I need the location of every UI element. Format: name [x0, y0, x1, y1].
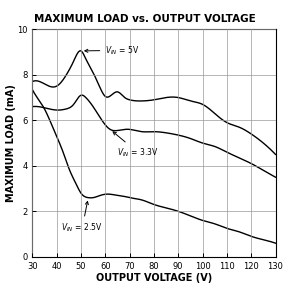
Text: MAXIMUM LOAD vs. OUTPUT VOLTAGE: MAXIMUM LOAD vs. OUTPUT VOLTAGE: [34, 14, 255, 25]
Text: $V_{IN}$ = 3.3V: $V_{IN}$ = 3.3V: [113, 132, 159, 159]
Text: $V_{IN}$ = 5V: $V_{IN}$ = 5V: [85, 44, 140, 57]
Text: $V_{IN}$ = 2.5V: $V_{IN}$ = 2.5V: [62, 201, 103, 234]
Y-axis label: MAXIMUM LOAD (mA): MAXIMUM LOAD (mA): [5, 84, 16, 202]
X-axis label: OUTPUT VOLTAGE (V): OUTPUT VOLTAGE (V): [96, 273, 212, 284]
